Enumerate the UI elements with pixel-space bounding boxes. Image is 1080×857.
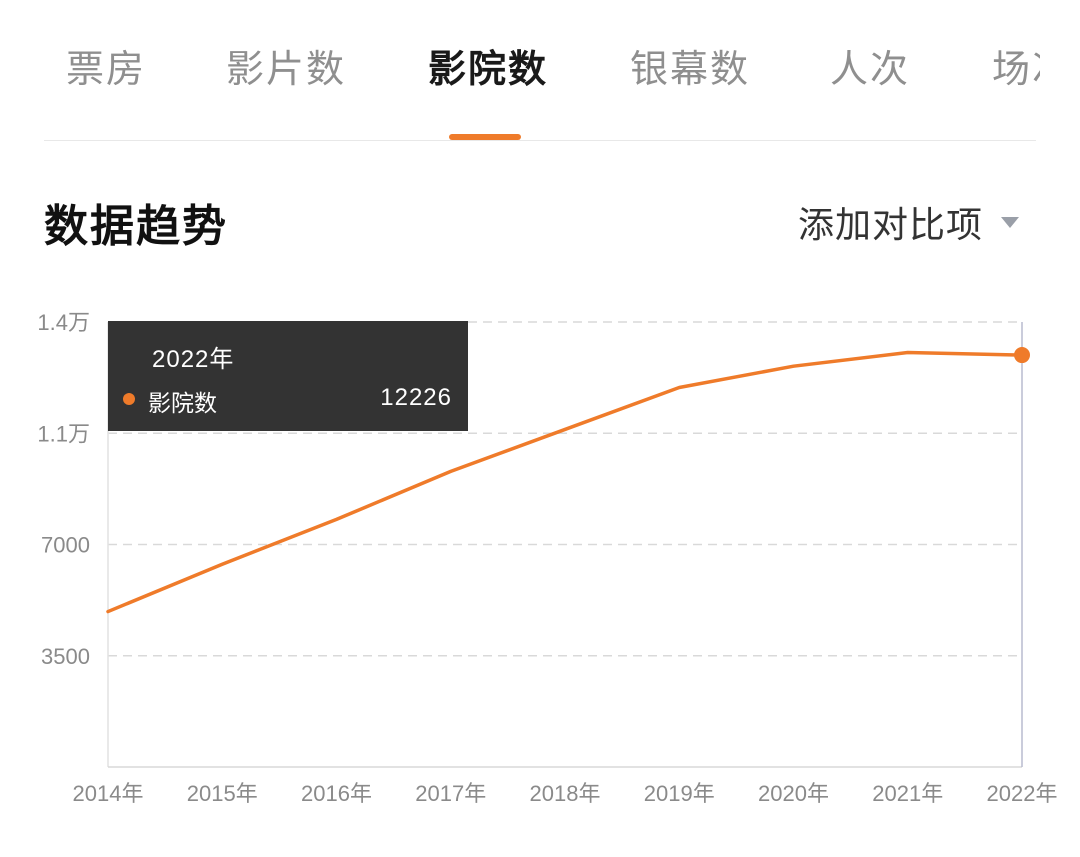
- y-tick-label: 1.4万: [37, 310, 90, 335]
- tab-box-office[interactable]: 票房: [66, 47, 147, 91]
- tab-screen-count[interactable]: 银幕数: [630, 47, 751, 91]
- tab-admissions[interactable]: 人次: [830, 47, 911, 91]
- tooltip-series-dot: [123, 393, 135, 405]
- active-tab-indicator: [449, 134, 521, 140]
- chart-tooltip: 2022年 影院数 12226: [108, 321, 468, 431]
- tooltip-value: 12226: [380, 384, 452, 411]
- add-comparison-label: 添加对比项: [798, 205, 984, 246]
- tab-bar: 票房 影片数 影院数 银幕数 人次 场次: [0, 0, 1040, 141]
- tab-divider: [44, 140, 1036, 141]
- caret-down-icon: [1001, 216, 1020, 228]
- y-tick-label: 1.1万: [37, 421, 90, 446]
- x-tick-label: 2016年: [301, 781, 372, 806]
- x-tick-label: 2022年: [987, 781, 1058, 806]
- tab-screenings[interactable]: 场次: [992, 47, 1040, 91]
- trend-chart[interactable]: 3500 7000 1.1万 1.4万 2014年 2015年 2016年 2017年 2018…: [0, 290, 1080, 830]
- x-tick-label: 2021年: [872, 781, 943, 806]
- x-tick-label: 2017年: [415, 781, 486, 806]
- tooltip-year: 2022年: [152, 346, 235, 373]
- tab-film-count[interactable]: 影片数: [226, 47, 347, 91]
- section-title: 数据趋势: [44, 201, 228, 252]
- tooltip-series-name: 影院数: [148, 391, 217, 417]
- x-tick-label: 2020年: [758, 781, 829, 806]
- x-tick-label: 2018年: [530, 781, 601, 806]
- tab-cinema-count[interactable]: 影院数: [428, 47, 549, 91]
- x-tick-label: 2014年: [73, 781, 144, 806]
- y-tick-label: 3500: [41, 644, 90, 669]
- x-tick-label: 2015年: [187, 781, 258, 806]
- x-tick-label: 2019年: [644, 781, 715, 806]
- y-tick-label: 7000: [41, 533, 90, 558]
- add-comparison-dropdown[interactable]: 添加对比项: [798, 196, 1020, 248]
- highlight-point: [1014, 347, 1030, 364]
- series-line: [106, 350, 1024, 614]
